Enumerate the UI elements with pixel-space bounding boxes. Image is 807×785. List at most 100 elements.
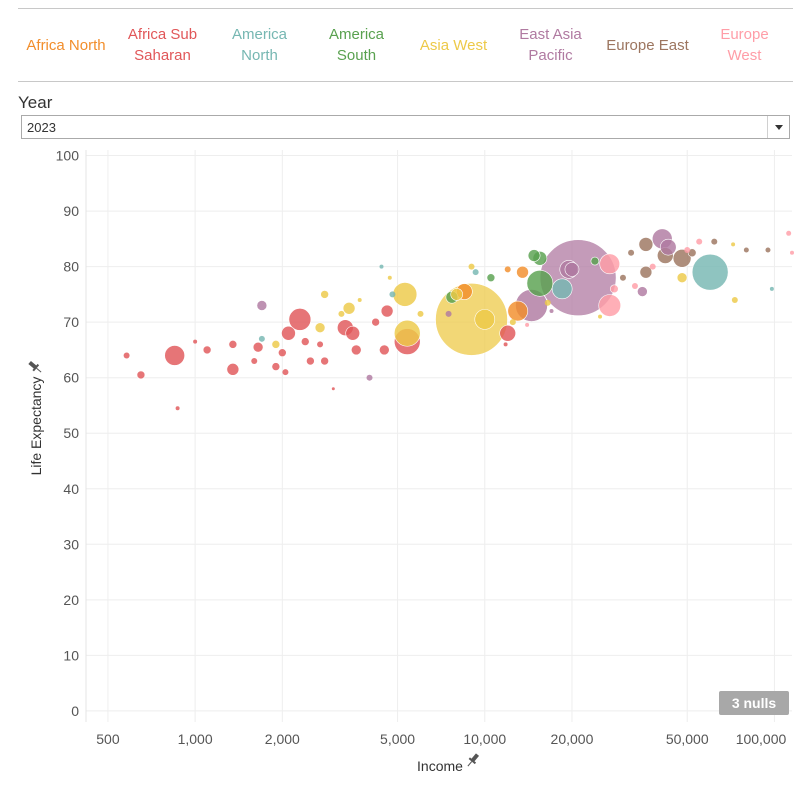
data-point[interactable] [637, 286, 648, 297]
data-point[interactable] [281, 325, 296, 341]
data-point[interactable] [549, 309, 554, 314]
data-point[interactable] [306, 356, 315, 366]
y-pin-icon[interactable] [27, 359, 44, 375]
data-point[interactable] [619, 274, 626, 281]
data-point[interactable] [731, 296, 738, 303]
data-point[interactable] [474, 309, 496, 330]
data-point[interactable] [389, 291, 396, 298]
data-point[interactable] [472, 269, 479, 276]
data-point[interactable] [445, 310, 452, 317]
data-point[interactable] [676, 272, 688, 284]
data-point[interactable] [468, 263, 475, 270]
year-dropdown[interactable]: 2023 [21, 115, 790, 139]
legend-item-america-south[interactable]: America South [308, 9, 405, 81]
data-point[interactable] [486, 273, 496, 283]
data-point[interactable] [175, 406, 180, 411]
data-point[interactable] [525, 322, 530, 327]
data-point[interactable] [503, 342, 508, 347]
data-point[interactable] [507, 300, 529, 322]
data-point[interactable] [509, 319, 516, 326]
legend-label-america-south: America South [328, 26, 384, 64]
data-point[interactable] [278, 348, 287, 357]
data-point[interactable] [379, 344, 390, 356]
legend-item-africa-sub-saharan[interactable]: Africa Sub Saharan [114, 9, 211, 81]
legend-item-europe-west[interactable]: Europe West [696, 9, 793, 81]
x-pin-icon[interactable] [465, 752, 481, 769]
data-point[interactable] [252, 341, 264, 353]
data-point[interactable] [450, 288, 464, 301]
data-points[interactable] [123, 228, 794, 411]
data-point[interactable] [598, 314, 603, 319]
data-point[interactable] [696, 238, 703, 245]
data-point[interactable] [790, 250, 794, 255]
data-point[interactable] [271, 362, 281, 371]
data-point[interactable] [564, 262, 580, 277]
data-point[interactable] [631, 283, 638, 290]
data-point[interactable] [609, 284, 619, 294]
dropdown-arrow-button[interactable] [767, 116, 789, 138]
data-point[interactable] [526, 269, 554, 297]
data-point[interactable] [371, 317, 380, 327]
data-point[interactable] [639, 265, 653, 279]
legend-item-asia-west[interactable]: Asia West [405, 9, 502, 81]
legend-item-africa-north[interactable]: Africa North [18, 9, 114, 81]
data-point[interactable] [164, 345, 185, 366]
data-point[interactable] [527, 249, 541, 262]
nulls-indicator[interactable]: 3 nulls [719, 691, 789, 715]
data-point[interactable] [256, 300, 268, 311]
legend-item-europe-east[interactable]: Europe East [599, 9, 696, 81]
legend-item-east-asia-pacific[interactable]: East Asia Pacific [502, 9, 599, 81]
data-point[interactable] [393, 319, 421, 347]
data-point[interactable] [366, 374, 373, 381]
data-point[interactable] [691, 253, 729, 291]
data-point[interactable] [136, 370, 146, 380]
data-point[interactable] [380, 304, 394, 318]
data-point[interactable] [300, 337, 310, 346]
data-point[interactable] [251, 358, 258, 365]
data-point[interactable] [387, 275, 392, 280]
data-point[interactable] [258, 335, 265, 342]
data-point[interactable] [731, 242, 736, 247]
scatter-chart[interactable]: 0 10 20 30 40 50 60 70 80 90 100 500 1,000 2,000 5,00… [0, 140, 807, 785]
data-point[interactable] [314, 322, 326, 334]
data-point[interactable] [317, 341, 324, 348]
data-point[interactable] [551, 278, 573, 300]
data-point[interactable] [417, 310, 424, 317]
data-point[interactable] [338, 310, 345, 317]
data-point[interactable] [628, 249, 635, 256]
data-point[interactable] [320, 356, 329, 366]
data-point[interactable] [769, 286, 774, 291]
data-point[interactable] [599, 253, 621, 275]
data-point[interactable] [345, 325, 361, 341]
data-point[interactable] [342, 301, 356, 315]
data-point[interactable] [684, 246, 691, 253]
data-point[interactable] [711, 238, 718, 245]
data-point[interactable] [123, 352, 130, 359]
data-point[interactable] [638, 237, 654, 252]
data-point[interactable] [499, 324, 517, 342]
data-point[interactable] [288, 308, 312, 331]
data-point[interactable] [765, 247, 771, 253]
data-point[interactable] [228, 340, 238, 349]
data-point[interactable] [379, 264, 384, 269]
data-point[interactable] [193, 339, 198, 344]
data-point[interactable] [331, 387, 335, 391]
data-point[interactable] [786, 230, 792, 236]
data-point[interactable] [271, 340, 281, 349]
data-point[interactable] [202, 345, 212, 355]
legend-item-america-north[interactable]: America North [211, 9, 308, 81]
data-point[interactable] [544, 299, 551, 306]
data-point[interactable] [357, 297, 362, 302]
data-point[interactable] [320, 290, 329, 299]
data-point[interactable] [282, 369, 289, 376]
data-point[interactable] [226, 363, 240, 376]
data-point[interactable] [392, 282, 418, 307]
data-point[interactable] [743, 247, 749, 253]
data-point[interactable] [516, 265, 529, 279]
data-point[interactable] [504, 266, 511, 273]
data-point[interactable] [649, 263, 656, 270]
data-point[interactable] [590, 256, 600, 266]
data-point[interactable] [350, 344, 362, 356]
data-point[interactable] [598, 294, 622, 317]
data-point[interactable] [659, 238, 677, 256]
